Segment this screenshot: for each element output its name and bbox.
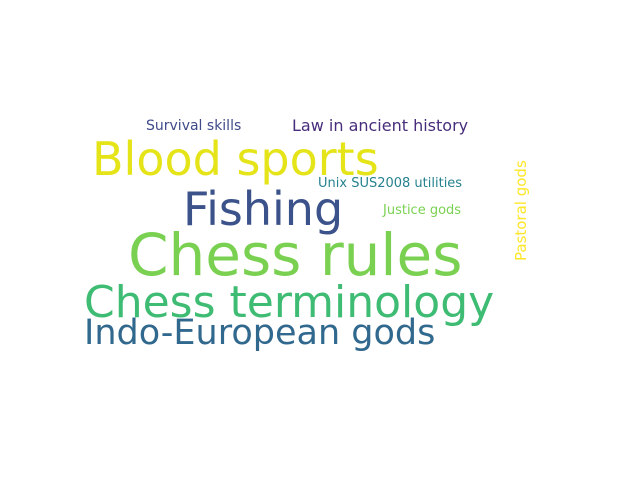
- word-survival-skills: Survival skills: [146, 118, 242, 134]
- word-law-in-ancient-history: Law in ancient history: [292, 116, 469, 135]
- word-fishing: Fishing: [183, 182, 344, 236]
- word-justice-gods: Justice gods: [383, 203, 462, 218]
- word-blood-sports: Blood sports: [92, 132, 379, 186]
- word-indo-european-gods: Indo-European gods: [84, 313, 436, 353]
- word-pastoral-gods: Pastoral gods: [512, 160, 530, 261]
- word-chess-terminology: Chess terminology: [84, 277, 495, 328]
- word-unix-sus2008-utilities: Unix SUS2008 utilities: [318, 176, 463, 191]
- word-chess-rules: Chess rules: [128, 221, 463, 289]
